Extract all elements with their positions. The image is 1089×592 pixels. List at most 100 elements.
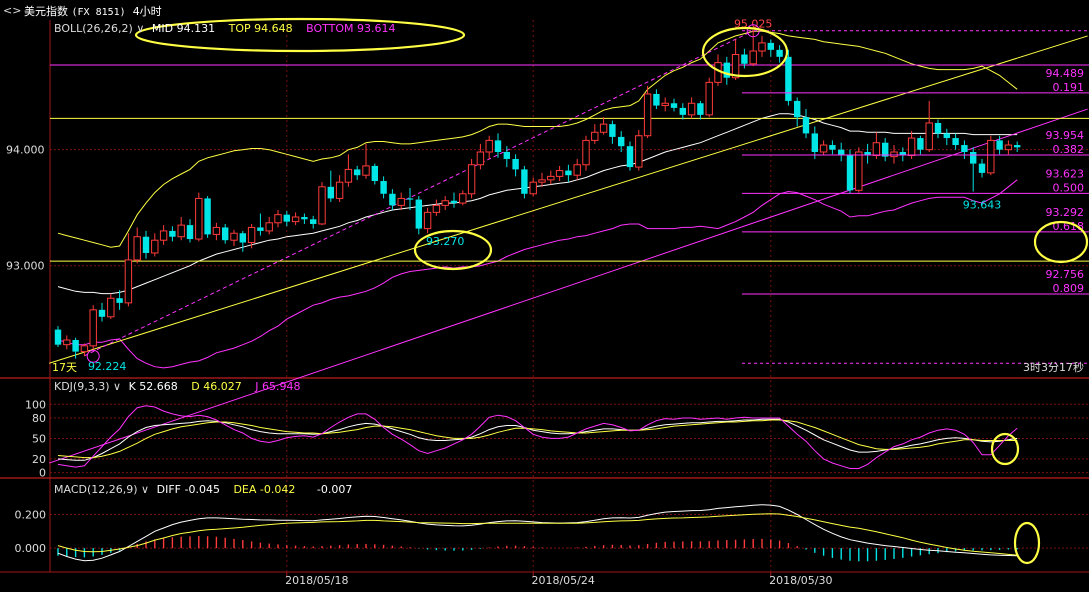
macd-diff-value: -0.045 [184, 483, 220, 496]
candle-body-24 [265, 222, 273, 232]
macd-dea-label: DEA [233, 483, 257, 496]
candle-body-13 [169, 230, 176, 237]
macd-value: -0.007 [316, 483, 353, 496]
candle-body-84 [794, 100, 801, 118]
candle-body-62 [599, 123, 608, 133]
candle-body-55 [538, 179, 546, 183]
candle-body-20 [230, 232, 238, 241]
candle-body-8 [124, 259, 133, 304]
candle-body-72 [687, 102, 696, 116]
candle-body-68 [653, 93, 660, 106]
candle-body-105 [978, 163, 986, 173]
kdj-dropdown-icon[interactable]: ∨ [113, 380, 122, 393]
symbol-title: 美元指数 (FX 8151) 4小时 [24, 3, 162, 19]
candles [54, 30, 1021, 359]
candle-body-98 [917, 138, 924, 150]
candle-body-48 [476, 151, 485, 166]
days-label: 17天 [52, 361, 77, 374]
candle-body-78 [741, 54, 748, 64]
candle-body-96 [899, 151, 906, 156]
candle-body-10 [142, 236, 150, 253]
candle-body-81 [767, 42, 774, 50]
boll-bottom-line [57, 179, 1018, 369]
candle-body-83 [785, 56, 792, 101]
kdj-label[interactable]: KDJ(9,3,3) [54, 380, 110, 393]
trendlines [49, 30, 1089, 464]
kdj-y-tick-2: 50 [32, 432, 46, 445]
candle-body-108 [1004, 144, 1013, 151]
kdj-d-label: D [191, 380, 200, 393]
candle-body-15 [186, 225, 194, 240]
highlight-kdj [990, 432, 1020, 466]
title-bar [0, 0, 1089, 20]
candle-body-12 [159, 230, 168, 241]
kdj-k-line [57, 418, 1018, 461]
candle-body-36 [371, 165, 378, 182]
candle-body-99 [925, 122, 933, 151]
candle-body-29 [310, 219, 317, 224]
candle-body-53 [521, 169, 528, 194]
candle-body-28 [301, 216, 308, 220]
candle-body-57 [555, 170, 564, 177]
candle-body-51 [503, 151, 510, 159]
candle-body-82 [776, 49, 783, 57]
candle-body-92 [864, 151, 871, 156]
candle-body-91 [855, 151, 863, 191]
back-arrow-icon[interactable]: <> [3, 4, 21, 17]
kdj-k-label: K [128, 380, 136, 393]
candle-body-27 [291, 216, 300, 223]
candle-body-95 [890, 151, 898, 158]
candle-body-39 [397, 197, 405, 206]
candle-body-1 [63, 339, 71, 346]
kdj-lines [57, 405, 1018, 469]
candle-body-23 [257, 227, 264, 231]
boll-bands [57, 30, 1018, 369]
candle-body-9 [133, 236, 141, 261]
candle-body-2 [72, 340, 79, 352]
candle-body-86 [811, 133, 818, 152]
highlight-swing-low [413, 229, 493, 271]
boll-bottom-label: BOTTOM [306, 22, 354, 35]
candle-body-69 [661, 102, 669, 107]
candle-body-17 [204, 198, 211, 235]
boll-header: BOLL(26,26,2) ∨ MID 94.131 TOP 94.648 BO… [54, 22, 396, 35]
macd-y-tick-1: 0.000 [15, 542, 47, 555]
candle-body-102 [952, 138, 959, 146]
x-tick-label-0: 2018/05/18 [285, 574, 348, 587]
candle-body-60 [582, 139, 590, 166]
candle-body-100 [934, 122, 942, 134]
candle-body-18 [212, 226, 221, 235]
candle-body-80 [758, 42, 766, 52]
candle-body-0 [54, 329, 62, 345]
boll-label[interactable]: BOLL(26,26,2) [54, 22, 133, 35]
candle-body-107 [996, 140, 1003, 150]
boll-top-label: TOP [228, 22, 251, 35]
candle-body-79 [749, 50, 757, 65]
symbol-code: (FX 8151) [71, 7, 126, 18]
candle-body-50 [494, 140, 502, 152]
boll-top-line [57, 30, 1018, 248]
candle-body-97 [907, 137, 916, 156]
boll-dropdown-icon[interactable]: ∨ [136, 22, 145, 35]
candle-body-58 [565, 170, 572, 176]
kdj-y-tick-1: 80 [32, 412, 46, 425]
candle-body-37 [380, 181, 387, 194]
candle-body-77 [731, 53, 740, 79]
fib-ratio-1: 0.382 [1053, 143, 1085, 156]
candle-body-67 [643, 93, 652, 137]
macd-plot [57, 504, 1018, 562]
candle-body-87 [819, 144, 828, 153]
candle-body-43 [432, 204, 441, 213]
macd-dropdown-icon[interactable]: ∨ [141, 483, 150, 496]
candle-body-31 [327, 186, 334, 199]
candle-body-59 [573, 164, 581, 176]
macd-label[interactable]: MACD(12,26,9) [54, 483, 138, 496]
candle-body-88 [829, 145, 836, 150]
candle-body-32 [335, 181, 344, 199]
candle-body-104 [970, 151, 977, 164]
